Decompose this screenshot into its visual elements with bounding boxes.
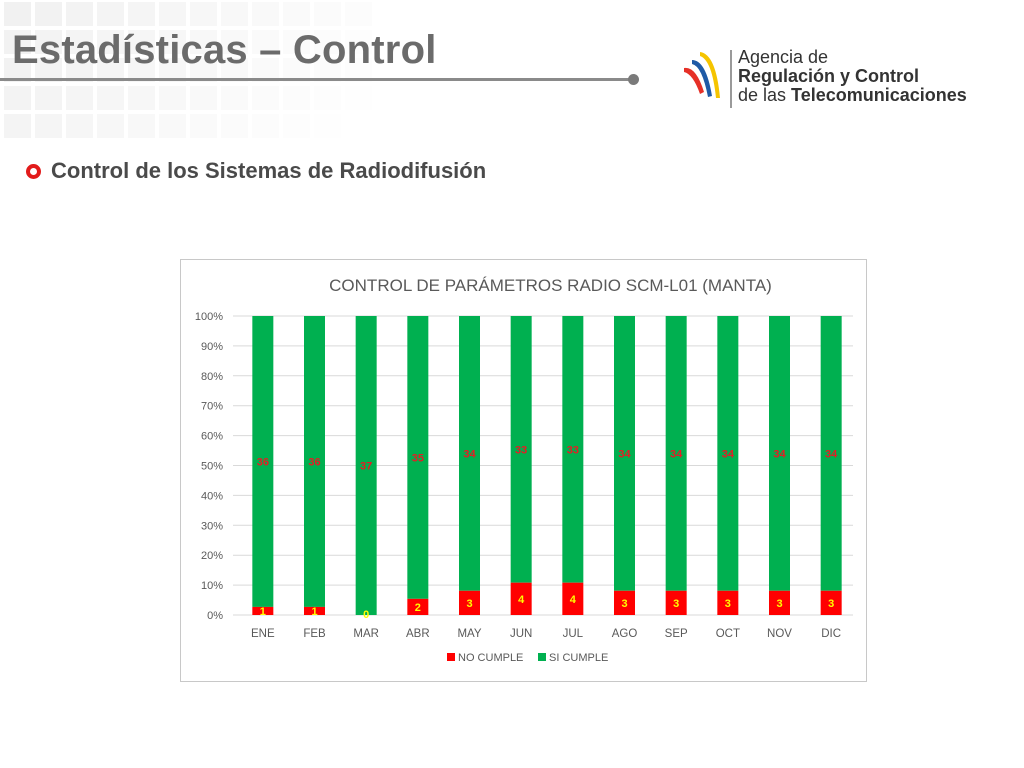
bar-no-cumple xyxy=(562,582,584,615)
data-label-si-cumple: 34 xyxy=(722,448,735,460)
bar-no-cumple xyxy=(614,590,635,615)
bar-si-cumple xyxy=(820,316,842,591)
legend-swatch-si-cumple xyxy=(538,653,546,661)
data-label-si-cumple: 34 xyxy=(618,448,631,460)
logo-line-3-prefix: de las xyxy=(738,85,792,105)
x-category-label: MAR xyxy=(353,628,379,640)
bar-si-cumple xyxy=(459,316,480,591)
chart-container: CONTROL DE PARÁMETROS RADIO SCM-L01 (MAN… xyxy=(180,259,867,682)
data-label-no-cumple: 4 xyxy=(518,594,525,606)
data-label-si-cumple: 34 xyxy=(773,448,786,460)
y-tick-label: 30% xyxy=(201,520,223,532)
data-label-no-cumple: 3 xyxy=(466,598,472,610)
data-label-no-cumple: 1 xyxy=(311,606,317,618)
x-category-label: FEB xyxy=(303,628,326,640)
x-category-label: ABR xyxy=(406,628,430,640)
bar-si-cumple xyxy=(355,316,377,615)
logo-mark-icon xyxy=(684,52,720,98)
x-category-label: SEP xyxy=(665,628,688,640)
y-tick-label: 0% xyxy=(207,610,223,622)
data-label-no-cumple: 3 xyxy=(828,598,834,610)
logo-line-3: de las Telecomunicaciones xyxy=(738,86,967,105)
y-tick-label: 40% xyxy=(201,490,223,502)
y-tick-label: 20% xyxy=(201,550,223,562)
data-label-no-cumple: 3 xyxy=(673,598,679,610)
data-label-si-cumple: 34 xyxy=(825,448,838,460)
data-label-si-cumple: 34 xyxy=(463,448,476,460)
y-tick-label: 90% xyxy=(201,341,223,353)
x-category-label: OCT xyxy=(716,628,740,640)
bar-no-cumple xyxy=(510,582,532,615)
bar-si-cumple xyxy=(769,316,790,591)
bar-si-cumple xyxy=(407,316,429,599)
ring-bullet-icon xyxy=(26,163,41,179)
y-tick-label: 50% xyxy=(201,461,223,473)
logo-divider xyxy=(730,50,732,108)
y-tick-label: 60% xyxy=(201,431,223,443)
data-label-si-cumple: 34 xyxy=(670,448,683,460)
bar-no-cumple xyxy=(717,590,739,615)
slide-title: Estadísticas – Control xyxy=(12,28,437,72)
data-label-no-cumple: 1 xyxy=(260,606,266,618)
data-label-no-cumple: 3 xyxy=(776,598,782,610)
bar-si-cumple xyxy=(304,316,325,607)
x-category-label: ENE xyxy=(251,628,275,640)
legend-label-no-cumple: NO CUMPLE xyxy=(458,652,523,664)
bar-si-cumple xyxy=(562,316,584,583)
logo-text: Agencia de Regulación y Control de las T… xyxy=(738,48,967,105)
x-category-label: MAY xyxy=(457,628,481,640)
data-label-si-cumple: 36 xyxy=(308,456,320,468)
logo-line-2: Regulación y Control xyxy=(738,66,920,86)
y-tick-label: 10% xyxy=(201,580,223,592)
data-label-no-cumple: 3 xyxy=(621,598,627,610)
bullet-text: Control de los Sistemas de Radiodifusión xyxy=(51,158,487,183)
stacked-bar-chart: CONTROL DE PARÁMETROS RADIO SCM-L01 (MAN… xyxy=(195,276,853,664)
bar-no-cumple xyxy=(407,598,429,615)
bar-no-cumple xyxy=(304,606,325,615)
x-category-label: JUL xyxy=(563,628,584,640)
data-label-si-cumple: 36 xyxy=(257,456,269,468)
bullet-item: Control de los Sistemas de Radiodifusión xyxy=(26,158,486,184)
x-category-label: DIC xyxy=(821,628,841,640)
bar-si-cumple xyxy=(614,316,635,591)
bar-si-cumple xyxy=(665,316,687,591)
title-underline-dot xyxy=(628,74,639,85)
data-label-si-cumple: 33 xyxy=(515,444,527,456)
chart-title: CONTROL DE PARÁMETROS RADIO SCM-L01 (MAN… xyxy=(329,276,772,295)
bar-si-cumple xyxy=(717,316,739,591)
agency-logo: Agencia de Regulación y Control de las T… xyxy=(680,44,980,114)
data-label-si-cumple: 33 xyxy=(567,444,579,456)
bar-no-cumple xyxy=(459,590,480,615)
data-label-si-cumple: 35 xyxy=(412,452,424,464)
bar-si-cumple xyxy=(252,316,274,607)
data-label-si-cumple: 37 xyxy=(360,461,372,473)
bar-no-cumple xyxy=(769,590,790,615)
bar-si-cumple xyxy=(510,316,532,583)
x-category-label: JUN xyxy=(510,628,532,640)
logo-line-3-bold: Telecomunicaciones xyxy=(791,85,967,105)
legend-swatch-no-cumple xyxy=(447,653,455,661)
data-label-no-cumple: 3 xyxy=(725,598,731,610)
bar-no-cumple xyxy=(820,590,842,615)
bar-no-cumple xyxy=(252,606,274,615)
data-label-no-cumple: 0 xyxy=(363,609,369,621)
logo-line-1: Agencia de xyxy=(738,47,829,67)
y-tick-label: 70% xyxy=(201,401,223,413)
x-category-label: AGO xyxy=(612,628,638,640)
x-category-label: NOV xyxy=(767,628,792,640)
data-label-no-cumple: 2 xyxy=(415,602,421,614)
bar-no-cumple xyxy=(665,590,687,615)
title-underline xyxy=(0,78,630,81)
y-tick-label: 100% xyxy=(195,311,223,323)
y-tick-label: 80% xyxy=(201,371,223,383)
legend-label-si-cumple: SI CUMPLE xyxy=(549,652,608,664)
data-label-no-cumple: 4 xyxy=(570,594,577,606)
